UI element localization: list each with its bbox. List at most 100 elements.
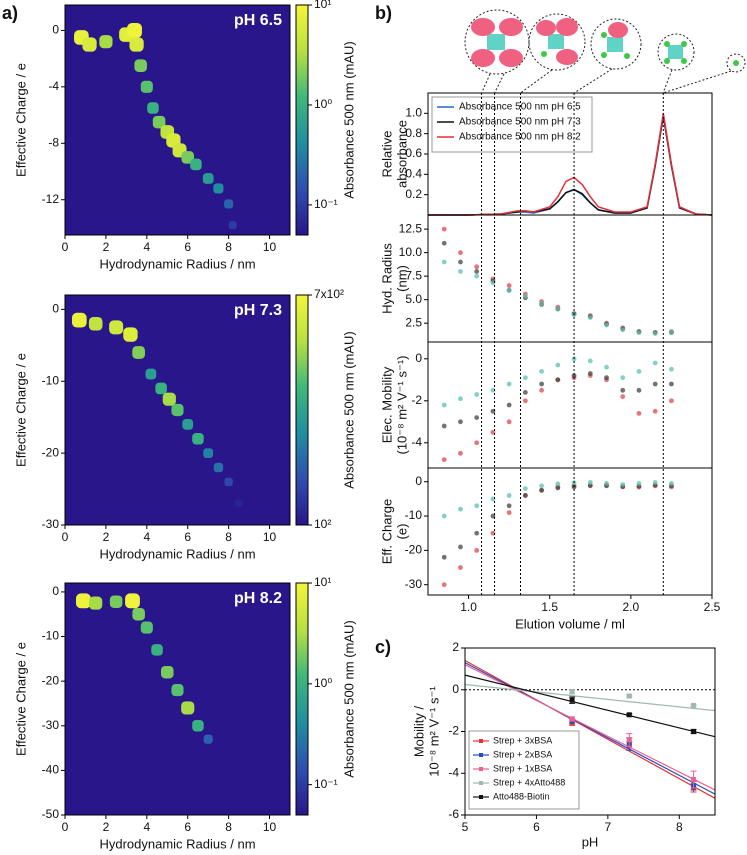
y-tick-label: 10.0 [399,245,423,259]
y-tick-label: -4 [448,765,459,779]
x-tick-label: 10 [263,240,277,254]
heatmap-cell [203,734,213,744]
colorbar-tick-label: 10¹ [314,575,331,589]
scatter-point [522,375,528,381]
scatter-point [539,369,544,374]
heatmap-cell [123,327,138,342]
scatter-point [555,485,561,491]
y-tick-label: 0.6 [405,146,422,160]
data-point [691,777,697,783]
heatmap-cell [155,382,167,395]
heatmap-cell [151,644,163,656]
heatmap-cell [140,80,153,93]
plot-frame [427,341,713,469]
heatmap-cell [125,593,140,609]
scatter-point [539,301,544,306]
x-axis-label: Elution volume / ml [515,616,625,631]
legend-marker [479,739,483,743]
scatter-point [652,480,658,485]
heatmap-cell [203,448,214,459]
x-tick-label: 4 [143,530,150,544]
legend-marker [479,795,483,799]
colorbar-label: Absorbance 500 nm (mAU) [341,41,356,199]
heatmap-cell [192,720,204,732]
heatmap-cell [109,595,123,609]
scatter-point [587,371,593,376]
x-tick-label: 0 [62,820,69,834]
scatter-point [458,450,463,456]
heatmap-cell [182,418,194,430]
scatter-point [522,398,528,404]
condition-label: pH 7.3 [234,302,282,319]
scatter-point [636,387,642,393]
heatmap-cell [132,607,145,621]
legend-label: Atto488-Biotin [493,791,550,801]
heatmap-cell [109,320,124,335]
scatter-point [652,381,658,387]
y-tick-label: 2.5 [405,315,422,329]
y-tick-label: 0 [415,474,422,488]
legend-label: Strep + 1xBSA [493,763,552,773]
heatmap-cell [88,316,103,331]
y-axis-label: Hyd. Radius [379,243,394,314]
scatter-point [620,327,626,333]
y-axis-label: absorbance [394,120,409,188]
y-axis-label: Eff. Charge [379,499,394,565]
scatter-point [571,373,577,378]
legend-label: Strep + 4xAtto488 [493,777,565,787]
scatter-point [587,358,593,364]
scatter-point [441,457,447,462]
heatmap-cell [82,37,97,52]
y-tick-label: 12.5 [399,221,423,235]
x-tick-label: 2 [103,530,110,544]
y-tick-label: -20 [42,673,60,687]
fit-line [464,659,716,799]
scatter-point [587,315,593,320]
absorbance-line [428,113,713,216]
x-tick-label: 2 [103,820,110,834]
data-point [569,697,575,703]
heatmap-cell [147,102,159,114]
scatter-point [441,402,447,408]
legend-label: Strep + 3xBSA [493,735,552,745]
heatmap-cell [192,432,204,445]
scatter-point [669,481,674,486]
heatmap-cell [213,462,224,473]
scatter-point [636,369,642,374]
x-tick-label: 6 [533,820,540,834]
schematic [464,9,746,94]
y-tick-label: -40 [42,763,60,777]
plot-frame [64,582,291,816]
scatter-point [522,493,528,498]
y-tick-label: -20 [42,445,60,459]
data-point [626,712,632,718]
scatter-point [506,493,512,498]
x-tick-label: 6 [184,530,191,544]
y-tick-label: 5.0 [405,292,422,306]
scatter-point [474,547,480,553]
heatmap-background [65,5,290,235]
y-tick-label: 7.5 [405,268,422,282]
heatmap-cell [202,173,214,184]
x-tick-label: 2 [103,240,110,254]
scatter-point [620,375,626,381]
scatter-point [669,366,674,372]
scatter-point [604,364,609,370]
scatter-point [474,269,480,274]
colorbar-label: Absorbance 500 nm (mAU) [341,331,356,489]
plot-frame [64,4,291,236]
scatter-point [604,375,609,381]
y-tick-label: -8 [48,135,59,149]
x-tick-label: 10 [263,530,277,544]
x-tick-label: 2.5 [704,600,721,614]
scatter-point [669,330,674,335]
scatter-point [620,394,626,399]
panel-label: c) [375,637,391,657]
x-axis-label: Hydrodynamic Radius / nm [99,256,255,271]
scatter-point [458,506,463,512]
y-tick-label: 0 [52,23,59,37]
scatter-point [441,582,447,588]
heatmap-cell [228,221,237,230]
colorbar-label: Absorbance 500 nm (mAU) [341,620,356,778]
x-tick-label: 8 [225,820,232,834]
